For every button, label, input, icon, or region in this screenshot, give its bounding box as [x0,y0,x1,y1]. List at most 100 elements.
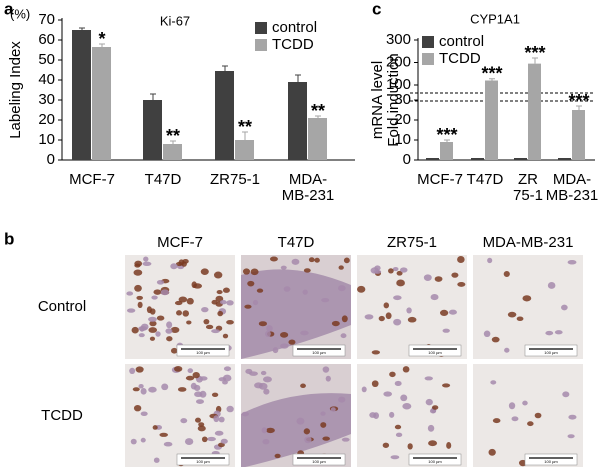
cell [148,386,157,393]
bar [528,63,541,160]
cell [385,312,392,320]
panel-label: c [372,0,381,18]
significance: * [98,29,105,49]
y-tick-label: 70 [38,11,55,28]
error-bar [242,131,248,140]
cell [262,376,272,383]
cell [247,280,255,287]
error-bar [150,93,156,100]
cell [140,388,147,395]
bar [471,158,484,160]
cell [396,270,403,276]
cell [163,441,173,447]
legend-swatch [422,53,434,65]
cell [198,422,205,427]
cell [217,310,224,317]
cell [201,307,209,313]
cell [130,438,137,445]
cell [132,387,140,392]
cell [402,366,410,373]
cell [389,411,395,418]
cell [211,299,218,305]
cell [534,412,542,419]
cell [427,424,435,432]
cell [491,336,500,343]
cell [378,315,385,322]
cell [182,310,190,317]
cell [424,376,433,381]
cell [490,380,497,385]
error-bar [99,43,105,47]
cell [135,366,144,373]
cell [193,384,201,392]
x-tick-label: MDA-MB-231 [282,171,335,204]
cell [423,274,432,281]
cell [425,398,433,406]
scale-box [408,453,462,466]
cell [325,375,331,382]
cell [451,272,459,278]
significance: ** [311,101,325,121]
cell [382,442,390,448]
cell [211,329,220,334]
cell [265,427,275,434]
cell [258,321,267,327]
cell [448,309,457,315]
cell [442,328,450,333]
scale-label: 100 µm [544,350,558,355]
cell [428,440,438,447]
column-label: T47D [278,234,315,251]
significance: *** [568,91,589,111]
bar [558,158,571,160]
cell [129,367,136,375]
cell [457,256,465,263]
cell [191,281,197,289]
column-label: MCF-7 [157,234,203,251]
cell [153,457,160,463]
cell [288,339,296,345]
cell [219,300,227,305]
cell [340,333,347,339]
row-label: Control [38,298,86,315]
cell [407,443,413,450]
legend-label: control [272,19,317,36]
cell [487,257,493,264]
cell [390,455,400,460]
cell [527,421,534,427]
cell [402,403,412,410]
cell [291,258,300,265]
cell [166,336,173,342]
error-bar [315,115,321,118]
cell [393,295,402,301]
bar [572,110,585,160]
cell [203,318,210,325]
cell [308,257,315,263]
cell [134,263,141,268]
scale-box [524,453,578,466]
legend-label: TCDD [272,36,314,53]
cell [142,261,152,266]
legend-swatch [255,22,267,34]
cell [392,266,399,272]
cell [218,442,225,448]
cell [280,332,289,338]
micrographs: MCF-7 T47D ZR75-1 MDA-MB-231 Control 100 µm 10… [38,234,583,467]
cell [159,432,168,437]
scale-label: 100 µm [196,350,210,355]
cell [320,411,326,416]
cell [407,316,417,323]
cell [146,306,152,314]
cell [567,434,575,439]
cell [492,418,501,424]
legend-swatch [255,39,267,51]
bar [235,140,254,160]
cell [446,441,452,449]
cell [303,428,311,435]
cell [511,416,519,422]
scale-label: 100 µm [428,459,442,464]
cell [138,333,145,338]
cell [321,298,330,303]
cell [266,325,273,332]
cell [508,402,516,410]
